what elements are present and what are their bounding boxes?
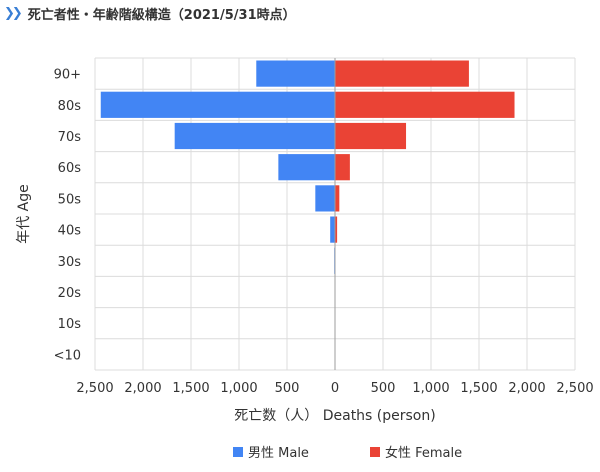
legend-swatch [370, 447, 380, 457]
x-tick-label: 1,000 [220, 381, 257, 396]
bar-male [278, 154, 335, 181]
y-tick-label: 70s [58, 130, 82, 145]
legend-label: 男性 Male [248, 446, 309, 461]
x-axis-title: 死亡数（人） Deaths (person) [234, 408, 435, 424]
x-tick-label: 2,000 [124, 381, 161, 396]
y-tick-label: 40s [58, 224, 82, 239]
y-tick-label: 90+ [54, 68, 81, 83]
bar-male [174, 122, 335, 150]
x-tick-label: 0 [331, 381, 339, 396]
bar-male [256, 60, 335, 87]
bar-female [335, 185, 340, 212]
bar-male [315, 185, 335, 212]
x-tick-label: 500 [371, 381, 396, 396]
double-chevron-right-icon: ❯❯ [4, 5, 23, 21]
bar-female [335, 154, 350, 181]
chart-title: 死亡者性・年齢階級構造（2021/5/31時点） [27, 7, 296, 23]
bar-female [335, 60, 469, 87]
x-tick-label: 1,500 [460, 381, 497, 396]
x-tick-label: 500 [275, 381, 300, 396]
x-tick-label: 1,000 [412, 381, 449, 396]
y-axis-title: 年代 Age [16, 184, 32, 244]
x-tick-label: 2,500 [556, 381, 593, 396]
y-tick-label: 80s [58, 99, 82, 114]
bar-female [335, 91, 515, 118]
x-tick-label: 1,500 [172, 381, 209, 396]
bar-female [335, 216, 338, 243]
chart-header: ❯❯ 死亡者性・年齢階級構造（2021/5/31時点） [4, 2, 296, 24]
y-tick-label: <10 [54, 348, 81, 363]
x-tick-label: 2,000 [508, 381, 545, 396]
bar-male [100, 91, 335, 118]
legend-label: 女性 Female [385, 445, 462, 461]
x-tick-label: 2,500 [76, 381, 113, 396]
y-tick-label: 60s [58, 161, 82, 176]
bar-female [335, 122, 407, 150]
legend-swatch [233, 447, 243, 457]
y-tick-label: 20s [58, 286, 82, 301]
y-tick-label: 10s [58, 317, 82, 332]
y-tick-label: 30s [58, 255, 82, 270]
y-tick-label: 50s [58, 192, 82, 207]
bar-male [330, 216, 335, 243]
